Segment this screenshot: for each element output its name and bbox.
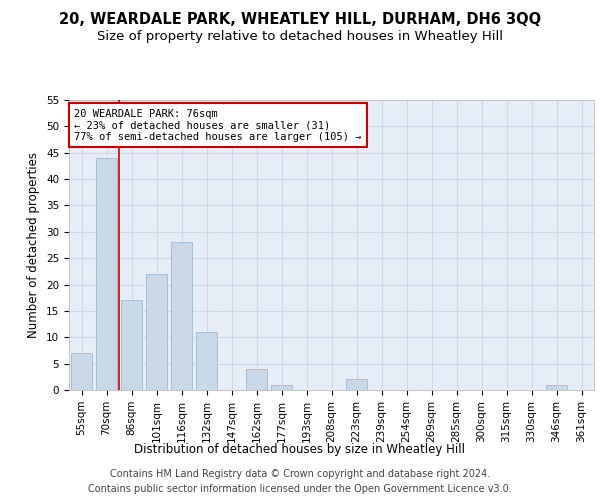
Y-axis label: Number of detached properties: Number of detached properties (28, 152, 40, 338)
Bar (246, 369, 267, 390)
Text: 20 WEARDALE PARK: 76sqm
← 23% of detached houses are smaller (31)
77% of semi-de: 20 WEARDALE PARK: 76sqm ← 23% of detache… (74, 108, 362, 142)
Bar (346, 380, 367, 390)
Bar (71, 353, 92, 390)
Bar (96, 158, 117, 390)
Bar (196, 332, 217, 390)
Bar (121, 300, 142, 390)
Bar (146, 274, 167, 390)
Text: Size of property relative to detached houses in Wheatley Hill: Size of property relative to detached ho… (97, 30, 503, 43)
Text: Contains HM Land Registry data © Crown copyright and database right 2024.
Contai: Contains HM Land Registry data © Crown c… (88, 469, 512, 494)
Text: Distribution of detached houses by size in Wheatley Hill: Distribution of detached houses by size … (134, 442, 466, 456)
Text: 20, WEARDALE PARK, WHEATLEY HILL, DURHAM, DH6 3QQ: 20, WEARDALE PARK, WHEATLEY HILL, DURHAM… (59, 12, 541, 28)
Bar (271, 384, 292, 390)
Bar (171, 242, 192, 390)
Bar (546, 384, 567, 390)
